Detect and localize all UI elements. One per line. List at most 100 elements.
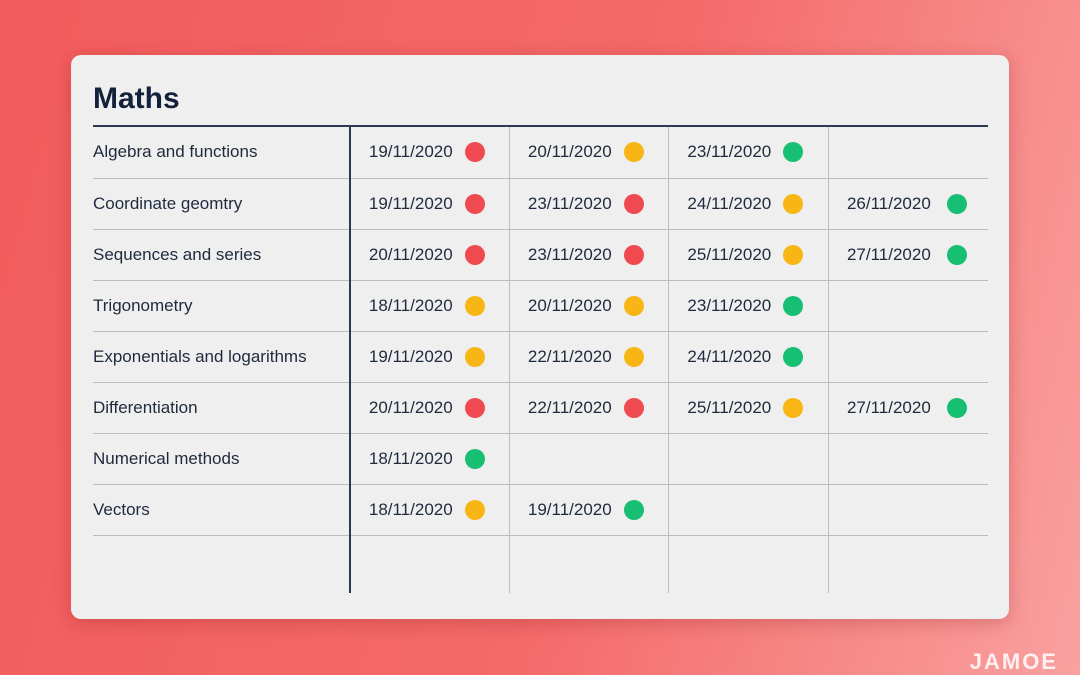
date-cell [349, 535, 510, 593]
date-cell [828, 433, 988, 485]
table-row: Coordinate geomtry 19/11/2020 23/11/2020 24… [93, 178, 988, 230]
date-cell [828, 535, 988, 593]
date-label: 25/11/2020 [687, 244, 772, 264]
date-cell: 23/11/2020 [668, 127, 829, 179]
table-row: Numerical methods 18/11/2020 [93, 433, 988, 485]
status-red-dot-icon [464, 193, 485, 214]
status-red-dot-icon [464, 397, 485, 418]
status-amber-dot-icon [623, 295, 644, 316]
date-label: 27/11/2020 [846, 397, 931, 417]
page-title: Maths [93, 82, 180, 115]
subject-cell: Trigonometry [93, 280, 351, 332]
date-entry: 20/11/2020 [351, 397, 509, 418]
date-label: 23/11/2020 [687, 142, 772, 162]
date-label: 26/11/2020 [846, 193, 931, 213]
subject-cell [93, 535, 351, 593]
empty-row [93, 535, 988, 593]
date-entry: 24/11/2020 [669, 193, 828, 214]
date-cell [828, 331, 988, 383]
subject-label: Trigonometry [93, 295, 193, 315]
date-cell: 20/11/2020 [349, 229, 510, 281]
subject-cell: Algebra and functions [93, 127, 351, 179]
date-label: 27/11/2020 [846, 244, 931, 264]
date-cell: 20/11/2020 [349, 382, 510, 434]
date-entry: 23/11/2020 [669, 295, 828, 316]
date-entry: 25/11/2020 [669, 244, 828, 265]
date-cell: 19/11/2020 [349, 331, 510, 383]
date-cell: 25/11/2020 [668, 382, 829, 434]
date-label: 20/11/2020 [368, 397, 453, 417]
date-entry: 18/11/2020 [351, 295, 509, 316]
status-amber-dot-icon [783, 244, 804, 265]
date-entry: 27/11/2020 [829, 244, 988, 265]
date-cell: 27/11/2020 [828, 229, 988, 281]
status-green-dot-icon [946, 244, 967, 265]
revision-table-body: Algebra and functions 19/11/2020 20/11/202… [93, 127, 988, 593]
date-entry: 23/11/2020 [669, 142, 828, 163]
date-label: 23/11/2020 [527, 244, 612, 264]
table-row: Exponentials and logarithms 19/11/2020 22/… [93, 331, 988, 383]
date-label: 19/11/2020 [368, 142, 453, 162]
status-red-dot-icon [464, 244, 485, 265]
date-cell: 19/11/2020 [509, 484, 670, 536]
date-entry: 20/11/2020 [510, 295, 669, 316]
date-cell: 23/11/2020 [509, 229, 670, 281]
status-amber-dot-icon [623, 346, 644, 367]
subject-label: Algebra and functions [93, 142, 258, 162]
date-cell: 24/11/2020 [668, 178, 829, 230]
status-green-dot-icon [946, 397, 967, 418]
date-cell: 22/11/2020 [509, 331, 670, 383]
revision-table: Algebra and functions 19/11/2020 20/11/202… [93, 127, 988, 593]
date-cell [509, 535, 670, 593]
status-red-dot-icon [623, 397, 644, 418]
date-entry: 19/11/2020 [351, 142, 509, 163]
date-label: 24/11/2020 [687, 193, 772, 213]
date-label: 23/11/2020 [527, 193, 612, 213]
status-amber-dot-icon [464, 295, 485, 316]
status-red-dot-icon [623, 193, 644, 214]
subject-label: Sequences and series [93, 244, 262, 264]
date-cell: 18/11/2020 [349, 280, 510, 332]
date-label: 19/11/2020 [368, 346, 453, 366]
date-label: 22/11/2020 [527, 346, 612, 366]
date-entry: 18/11/2020 [351, 448, 509, 469]
table-row: Vectors 18/11/2020 19/11/2020 [93, 484, 988, 536]
date-cell: 24/11/2020 [668, 331, 829, 383]
date-label: 19/11/2020 [368, 193, 453, 213]
date-cell: 25/11/2020 [668, 229, 829, 281]
date-cell: 23/11/2020 [509, 178, 670, 230]
date-cell: 19/11/2020 [349, 178, 510, 230]
subject-label: Coordinate geomtry [93, 193, 243, 213]
status-amber-dot-icon [623, 142, 644, 163]
date-cell: 26/11/2020 [828, 178, 988, 230]
date-label: 20/11/2020 [527, 142, 612, 162]
date-label: 18/11/2020 [368, 295, 453, 315]
date-label: 25/11/2020 [687, 397, 772, 417]
date-entry: 22/11/2020 [510, 346, 669, 367]
date-entry: 23/11/2020 [510, 193, 669, 214]
date-cell [828, 280, 988, 332]
subject-cell: Exponentials and logarithms [93, 331, 351, 383]
status-red-dot-icon [623, 244, 644, 265]
date-entry: 19/11/2020 [351, 193, 509, 214]
subject-cell: Vectors [93, 484, 351, 536]
status-green-dot-icon [783, 295, 804, 316]
status-red-dot-icon [464, 142, 485, 163]
date-entry: 19/11/2020 [510, 499, 669, 520]
subject-label: Differentiation [93, 397, 198, 417]
table-row: Sequences and series 20/11/2020 23/11/2020… [93, 229, 988, 281]
date-entry: 19/11/2020 [351, 346, 509, 367]
date-label: 20/11/2020 [527, 295, 612, 315]
subject-label: Vectors [93, 499, 150, 519]
date-entry: 18/11/2020 [351, 499, 509, 520]
status-green-dot-icon [464, 448, 485, 469]
date-entry: 20/11/2020 [351, 244, 509, 265]
date-entry: 25/11/2020 [669, 397, 828, 418]
date-entry: 23/11/2020 [510, 244, 669, 265]
date-label: 19/11/2020 [527, 499, 612, 519]
date-cell: 18/11/2020 [349, 433, 510, 485]
date-cell [668, 484, 829, 536]
title-divider [93, 125, 988, 127]
date-cell: 22/11/2020 [509, 382, 670, 434]
date-cell: 20/11/2020 [509, 280, 670, 332]
